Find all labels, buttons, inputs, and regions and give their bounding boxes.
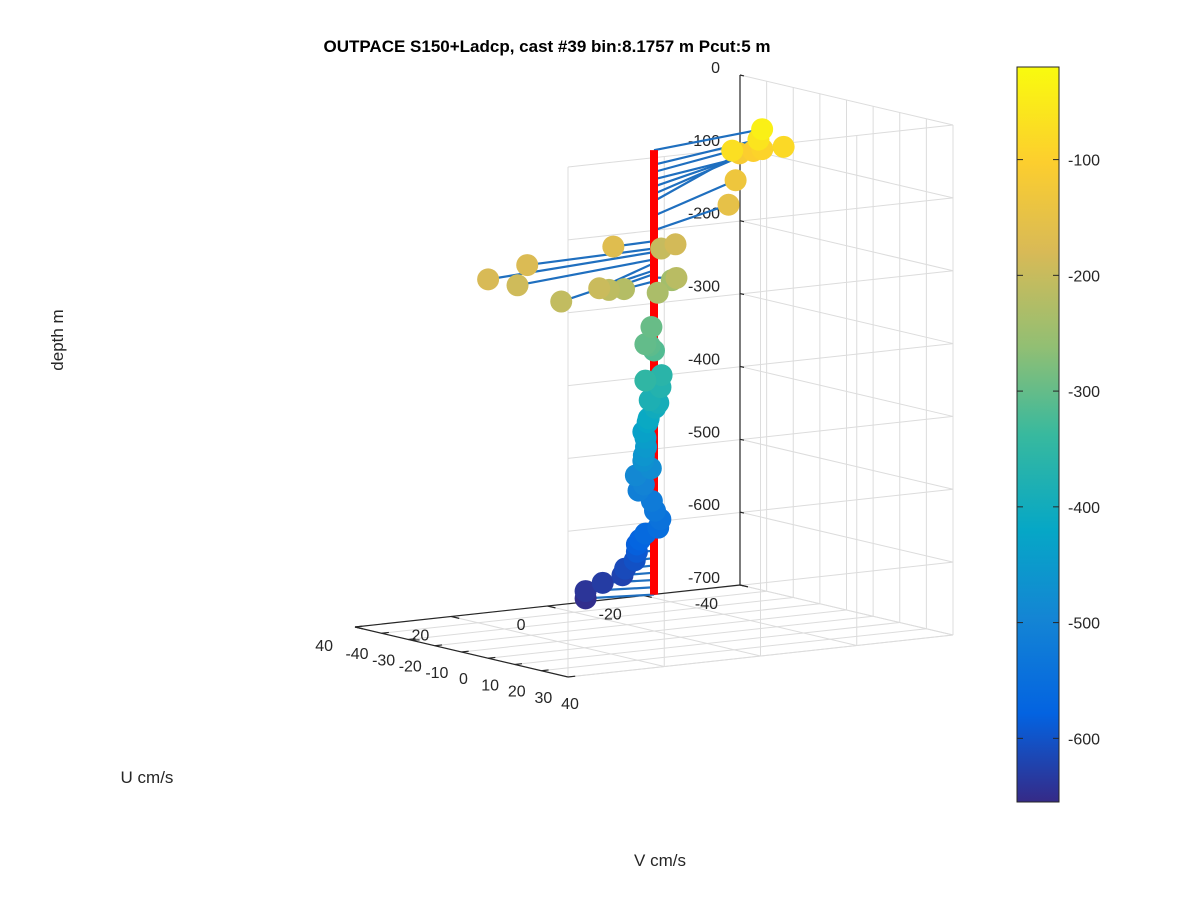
grid-line-backwall-z: [739, 293, 954, 345]
z-tick-mark: [739, 74, 745, 77]
velocity-point: [550, 290, 573, 313]
v-tick-mark: [541, 669, 549, 672]
z-tick-label: -400: [688, 351, 720, 368]
colorbar-tick-label: -400: [1068, 500, 1100, 517]
velocity-point: [506, 274, 529, 297]
grid-line-sidewall-z: [567, 270, 954, 314]
v-tick-label: 0: [459, 671, 468, 688]
v-tick-mark: [408, 638, 416, 641]
velocity-stick: [653, 128, 763, 152]
z-tick-label: -700: [688, 570, 720, 587]
colorbar: -100 -200 -300 -400 -500 -600: [1016, 66, 1100, 803]
velocity-point: [477, 268, 500, 291]
velocity-stick: [517, 258, 655, 287]
colorbar-tick-label: -500: [1068, 616, 1100, 633]
velocity-point: [664, 233, 687, 256]
u-tick-label: 20: [411, 628, 429, 645]
u-tick-label: 40: [315, 638, 333, 655]
velocity-point: [665, 266, 688, 289]
velocity-point: [634, 333, 657, 356]
velocity-point: [591, 571, 614, 594]
grid-line-floor-u: [547, 605, 761, 657]
velocity-stick: [653, 149, 733, 174]
grid-line-backwall-z: [739, 365, 954, 417]
velocity-point: [516, 254, 539, 277]
velocity-point: [724, 169, 747, 192]
v-tick-mark: [567, 675, 576, 678]
colorbar-gradient: [1016, 66, 1060, 803]
velocity-stick: [585, 593, 655, 600]
u-tick-label: 0: [517, 617, 526, 634]
v-tick-label: -30: [372, 652, 395, 669]
v-tick-label: -10: [425, 665, 448, 682]
grid-line-floor-u: [643, 595, 857, 646]
velocity-points: [477, 118, 795, 610]
velocity-sticks: [487, 128, 784, 600]
v-tick-label: 20: [508, 684, 526, 701]
grid-line-sidewall-z: [567, 197, 954, 241]
colorbar-tick-label: -300: [1068, 384, 1100, 401]
grid-line-sidewall-z: [567, 415, 954, 459]
z-axis-label: depth m: [48, 309, 67, 370]
grid-line-sidewall-z: [567, 488, 954, 532]
z-tick-mark: [739, 511, 745, 514]
grid-line-backwall-z: [739, 511, 954, 563]
z-tick-mark: [739, 438, 745, 441]
velocity-point: [640, 316, 663, 339]
grid-line-floor-u: [451, 616, 665, 667]
v-tick-label: -20: [399, 659, 422, 676]
v-tick-mark: [514, 663, 523, 666]
v-tick-mark: [488, 656, 496, 659]
y-axis-label: U cm/s: [121, 768, 174, 787]
v-tick-label: -40: [345, 646, 368, 663]
v-tick-label: 40: [561, 696, 579, 713]
grid-line-backwall-z: [739, 147, 954, 199]
velocity-point: [717, 193, 740, 216]
z-tick-mark: [739, 292, 745, 296]
z-tick-mark: [739, 220, 745, 223]
colorbar-tick-label: -200: [1068, 268, 1100, 285]
colorbar-tick-label: -100: [1068, 153, 1100, 170]
grid-line-sidewall-z: [567, 634, 954, 678]
grid-line-sidewall-z: [567, 343, 954, 387]
colorbar-ticks: -100 -200 -300 -400 -500 -600: [1017, 153, 1100, 748]
chart-title: OUTPACE S150+Ladcp, cast #39 bin:8.1757 …: [323, 37, 770, 56]
velocity-stick: [527, 247, 655, 267]
grid-line-backwall-z: [739, 74, 954, 126]
velocity-point: [634, 369, 657, 392]
z-tick-label: -300: [688, 279, 720, 296]
u-tick-mark: [547, 605, 556, 609]
velocity-stick: [653, 203, 729, 232]
z-tick-label: 0: [711, 60, 720, 77]
grid-line-backwall-z: [739, 584, 954, 636]
velocity-point: [574, 580, 597, 603]
u-tick-mark: [354, 626, 364, 630]
velocity-point: [772, 135, 795, 158]
u-tick-label: -40: [695, 596, 718, 613]
colorbar-tick-label: -600: [1068, 731, 1100, 748]
z-tick-label: -600: [688, 497, 720, 514]
velocity-point: [721, 139, 744, 162]
u-tick-label: -20: [599, 607, 622, 624]
v-tick-mark: [434, 644, 443, 647]
x-axis-label: V cm/s: [634, 851, 686, 870]
grid-line-backwall-z: [739, 438, 954, 490]
velocity-stick: [653, 179, 737, 217]
u-tick-mark: [451, 615, 460, 619]
v-tick-mark: [381, 631, 389, 634]
velocity-point: [602, 235, 625, 258]
velocity-point: [751, 118, 774, 141]
z-tick-mark: [739, 584, 745, 587]
z-tick-mark: [739, 365, 745, 368]
grid-line-backwall-z: [739, 220, 954, 272]
axes-grid: [354, 74, 954, 678]
v-tick-label: 30: [534, 690, 552, 707]
velocity-point: [646, 281, 669, 304]
velocity-point: [588, 277, 611, 300]
v-tick-mark: [461, 650, 469, 653]
v-tick-label: 10: [481, 677, 499, 694]
z-tick-label: -500: [688, 424, 720, 441]
